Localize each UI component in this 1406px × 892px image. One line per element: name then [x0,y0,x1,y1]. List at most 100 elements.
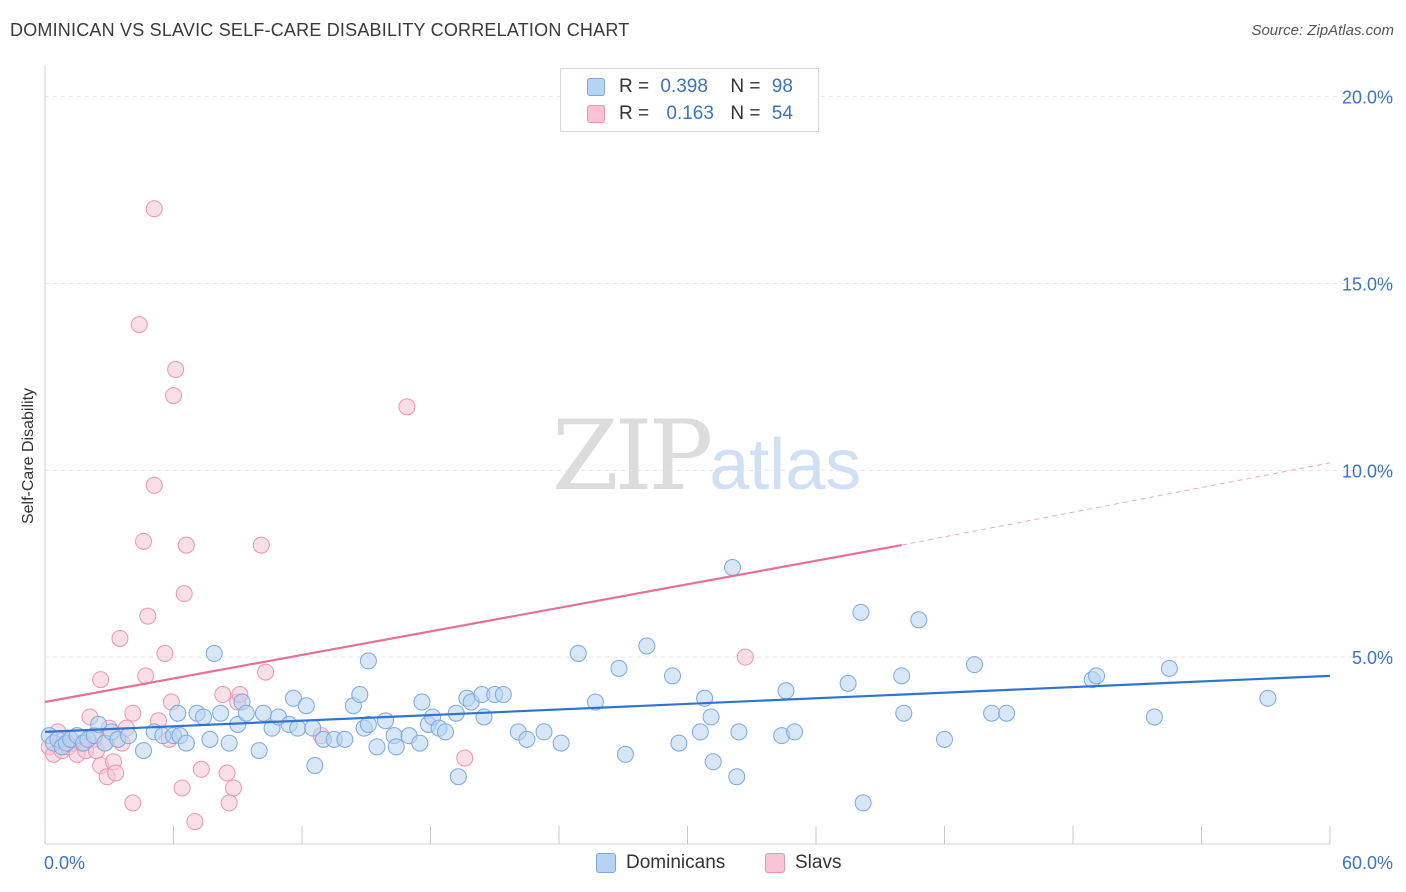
dominicans-point [475,708,493,726]
slavs-point [257,663,275,681]
slavs-point [107,764,125,782]
dominicans-point [895,704,913,722]
dominicans-point [610,659,628,677]
dominicans-point [691,723,709,741]
dominicans-point [413,693,431,711]
dominicans-point [535,723,553,741]
dominicans-point [212,704,230,722]
dominicans-point [552,734,570,752]
slavs-point [92,671,110,689]
dominicans-point [518,730,536,748]
dominicans-point [664,667,682,685]
dominicans-point [1088,667,1106,685]
slavs-point [124,794,142,812]
bottom-legend: Dominicans Slavs [0,852,1406,876]
slavs-point [214,686,232,704]
legend-n-label: N = [730,103,761,124]
slavs-point [218,764,236,782]
dominicans-point [368,738,386,756]
dominicans-point [284,689,302,707]
slavs-point [736,648,754,666]
dominicans-point [1259,689,1277,707]
dominicans-point [449,768,467,786]
dominicans-point [306,757,324,775]
bottom-legend-slavs: Slavs [765,852,841,874]
dominicans-point [569,644,587,662]
dominicans-trend-line [44,674,1331,734]
slavs-trend-line [44,543,902,704]
dominicans-point [205,644,223,662]
dominicans-point [494,686,512,704]
dominicans-point [786,723,804,741]
slavs-point [165,387,182,405]
dominicans-point [387,738,405,756]
axes [44,66,1331,845]
slavs-point [145,200,163,218]
dominicans-point [704,753,722,771]
slavs-point [456,749,474,767]
dominicans-point [237,704,255,722]
bottom-legend-slavs-label: Slavs [795,852,842,873]
legend-r-value-dominicans: 0.398 [660,76,708,97]
chart-source: Source: ZipAtlas.com [1251,22,1394,39]
slavs-point [192,760,210,778]
slavs-point [111,629,129,647]
legend: R = 0.398 N = 98 R = 0.163 N = 54 [560,68,819,132]
bottom-legend-dominicans: Dominicans [596,852,725,874]
watermark-zip: ZIP [552,400,713,512]
slavs-swatch [765,853,785,873]
legend-row-slavs: R = 0.163 N = 54 [587,102,793,126]
x-tick-label: 0.0% [44,853,85,873]
slavs-point [135,532,153,550]
dominicans-point [336,730,354,748]
slavs-point [139,607,157,625]
dominicans-point [359,715,377,733]
dominicans-point [351,686,369,704]
dominicans-point [638,637,656,655]
chart-title: DOMINICAN VS SLAVIC SELF-CARE DISABILITY… [10,20,630,40]
watermark-atlas: atlas [709,425,862,505]
dominicans-point [411,734,429,752]
dominicans-point [377,712,395,730]
dominicans-swatch [596,853,616,873]
slavs-point [156,644,174,662]
dominicans-point [586,693,604,711]
y-tick-label: 5.0% [1352,648,1393,668]
dominicans-point [777,682,795,700]
dominicans-point [1160,659,1178,677]
legend-r-label: R = [619,76,650,97]
slavs-point [130,316,148,334]
dominicans-point [728,768,746,786]
dominicans-point [194,708,212,726]
dominicans-point [702,708,720,726]
slavs-point [145,476,163,494]
gridlines [45,96,1395,658]
y-tick-label: 10.0% [1342,461,1393,481]
legend-n-value-dominicans: 98 [771,76,793,97]
dominicans-point [730,723,748,741]
trend-lines [44,462,1331,734]
legend-r-value-slavs: 0.163 [666,103,714,124]
dominicans-point [839,674,857,692]
dominicans-point [201,730,219,748]
slavs-point [175,585,193,603]
slavs-point [224,779,242,797]
dominicans-point [297,697,315,715]
dominicans-point [936,730,953,748]
legend-r-label: R = [619,103,650,124]
slavs-point [186,813,204,831]
dominicans-point [254,704,272,722]
legend-n-label: N = [730,76,761,97]
slavs-point [220,794,238,812]
dominicans-swatch [587,78,605,96]
slavs-point [177,536,195,554]
watermark: ZIPatlas [552,400,861,512]
slavs-point [398,398,416,416]
dominicans-point [723,558,741,576]
bottom-legend-dominicans-label: Dominicans [626,852,726,873]
slavs-point [124,704,142,722]
dominicans-point [983,704,1001,722]
slavs-point [167,360,185,378]
legend-row-dominicans: R = 0.398 N = 98 [587,75,793,99]
slavs-trend-extension [901,462,1331,546]
